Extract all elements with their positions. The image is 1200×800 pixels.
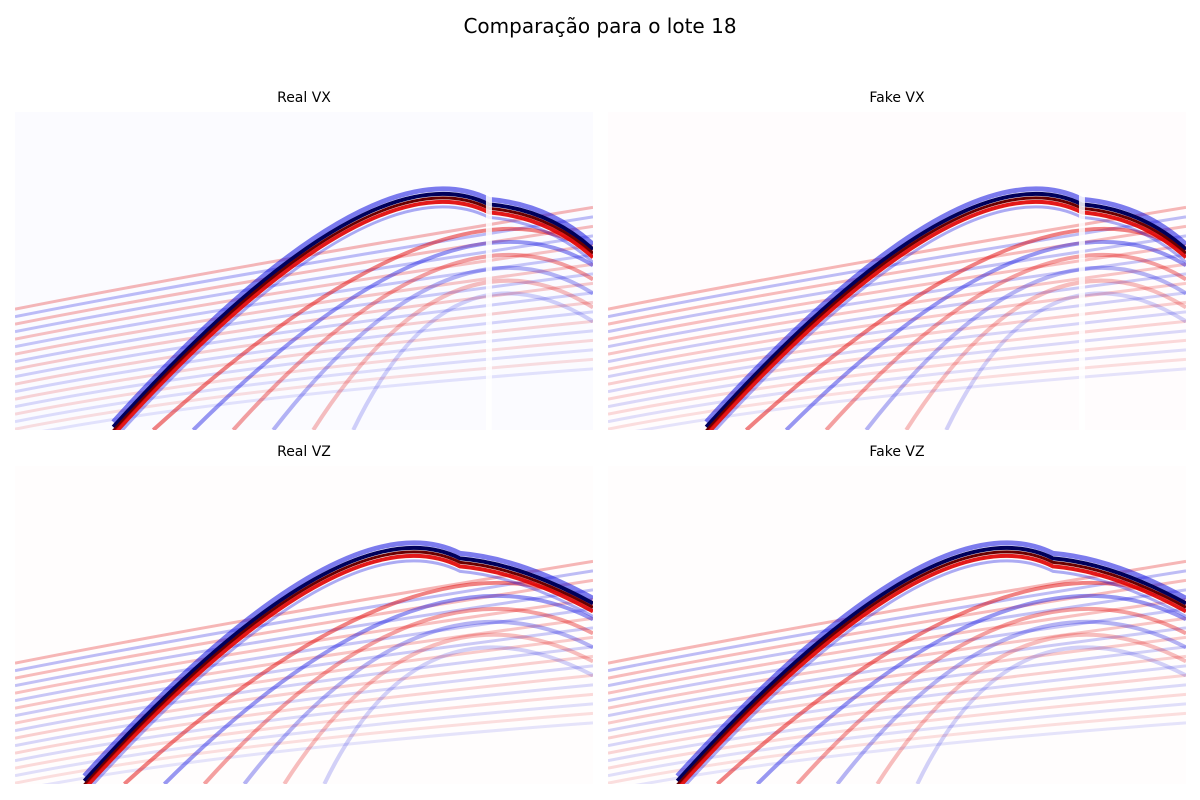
secondary-event [151,226,593,430]
layer-reflection [15,578,593,680]
secondary-event [242,619,593,784]
layer-reflection [15,645,593,733]
direct-wave-band [704,186,1186,424]
direct-wave-band [684,559,1186,784]
layer-reflection [15,692,593,770]
layer-reflection [608,711,1186,784]
secondary-event [311,278,593,430]
panel-title: Fake VX [869,90,925,106]
direct-wave-band [86,553,593,784]
layer-reflection [15,597,593,695]
layer-reflection [15,635,593,725]
secondary-event [784,239,1186,430]
secondary-event [904,278,1186,430]
direct-wave-band [120,205,593,430]
seismic-heatmap [15,466,593,784]
direct-wave-band [83,550,593,784]
layer-reflection [608,626,1186,718]
layer-reflection [608,683,1186,763]
heatmap-background [608,112,1186,430]
layer-reflection [15,702,593,778]
secondary-event [944,291,1186,430]
layer-reflection [608,664,1186,748]
panel-title: Real VZ [277,444,331,460]
seismic-heatmap [608,112,1186,430]
layer-reflection [15,607,593,703]
seismic-heatmap [608,466,1186,784]
direct-wave-band [679,553,1186,784]
layer-reflection [635,721,1186,784]
heatmap-background [15,466,593,784]
secondary-event [202,606,593,784]
secondary-event [755,593,1186,784]
layer-reflection [608,597,1186,695]
layer-reflection [15,711,593,784]
heatmap-background [15,112,593,430]
direct-wave-band [676,550,1186,784]
direct-wave-band [115,199,593,430]
direct-wave-band [112,196,593,430]
layer-reflection [15,569,593,673]
layer-reflection [15,664,593,748]
direct-wave-band [111,186,593,424]
secondary-event [282,632,593,784]
layer-reflection [608,702,1186,778]
secondary-event [824,252,1186,430]
layer-reflection [608,654,1186,740]
seismic-heatmap [15,112,593,430]
layer-reflection [15,654,593,740]
apex-gap [485,192,492,430]
direct-wave-band [111,191,593,429]
secondary-event [271,265,593,430]
secondary-event [162,593,593,784]
direct-wave-band [708,199,1186,430]
layer-reflection [608,607,1186,703]
layer-reflection [15,683,593,763]
secondary-event [875,632,1186,784]
secondary-event [191,239,593,430]
heatmap-background [608,466,1186,784]
secondary-event [795,606,1186,784]
figure-title: Comparação para o lote 18 [463,14,737,38]
panel-title: Fake VZ [869,444,925,460]
panel-title: Real VX [277,90,331,106]
secondary-event [864,265,1186,430]
layer-reflection [608,616,1186,710]
direct-wave-band [704,191,1186,429]
layer-reflection [42,721,593,784]
apex-gap [1078,192,1085,430]
layer-reflection [608,645,1186,733]
direct-wave-band [713,205,1186,430]
layer-reflection [608,673,1186,755]
secondary-event [351,291,593,430]
direct-wave-band [675,545,1186,783]
direct-wave-band [675,540,1186,778]
direct-wave-band [82,545,593,783]
layer-reflection [15,588,593,688]
layer-reflection [608,569,1186,673]
layer-reflection [608,635,1186,725]
layer-reflection [608,578,1186,680]
layer-reflection [15,626,593,718]
secondary-event [322,645,593,784]
direct-wave-band [82,540,593,778]
layer-reflection [608,692,1186,770]
layer-reflection [608,588,1186,688]
direct-wave-band [91,559,593,784]
layer-reflection [15,616,593,710]
secondary-event [231,252,593,430]
secondary-event [744,226,1186,430]
layer-reflection [15,673,593,755]
secondary-event [835,619,1186,784]
secondary-event [915,645,1186,784]
direct-wave-band [705,196,1186,430]
